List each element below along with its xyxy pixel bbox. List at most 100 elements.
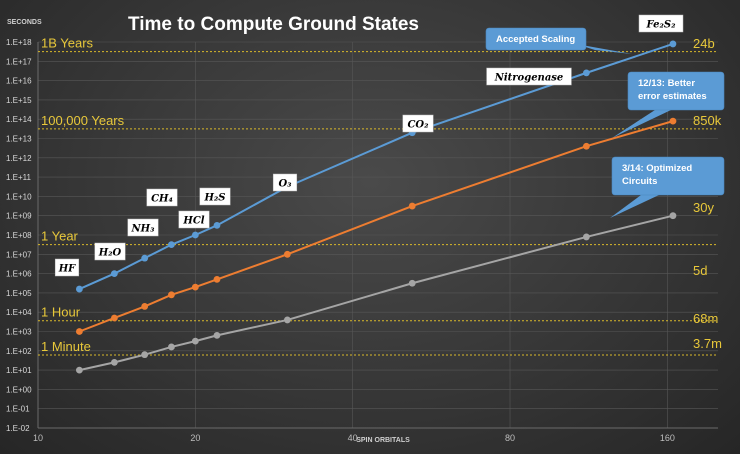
data-point	[191, 337, 199, 345]
data-point	[213, 275, 221, 283]
right-time-label: 30y	[693, 200, 714, 215]
y-tick-label: 1.E+16	[6, 77, 32, 86]
x-tick-label: 20	[190, 433, 200, 443]
callout-text: Circuits	[622, 176, 657, 187]
data-point	[213, 331, 221, 339]
molecule-label-box	[94, 242, 126, 261]
molecule-label-text: CH₄	[151, 194, 173, 205]
molecule-label: O₃	[272, 173, 298, 192]
molecule-label: HF	[54, 258, 80, 277]
data-point	[669, 40, 677, 48]
callout-text: 12/13: Better	[638, 78, 695, 89]
y-tick-label: 1.E+00	[6, 385, 32, 394]
data-point	[141, 303, 149, 310]
data-point	[582, 233, 590, 241]
data-point	[191, 231, 199, 239]
molecule-label: Nitrogenase	[486, 67, 572, 86]
right-time-label: 24b	[693, 36, 715, 51]
y-tick-label: 1.E+12	[6, 154, 32, 163]
y-tick-label: 1.E+09	[6, 212, 32, 221]
series-line	[79, 120, 674, 333]
data-point	[408, 202, 416, 210]
molecule-labels: HF H₂O NH₃ CH₄ HCl H₂S O₃ CO₂ Nitrogenase Fe₂S₂	[54, 14, 684, 277]
data-point	[582, 142, 590, 150]
y-tick-label: 1.E+15	[6, 96, 32, 105]
x-tick-label: 40	[348, 433, 358, 443]
molecule-label: H₂O	[94, 242, 126, 261]
molecule-label-box	[272, 173, 298, 192]
molecule-label: CH₄	[146, 188, 178, 207]
data-point	[75, 285, 83, 293]
molecule-label-text: Nitrogenase	[494, 73, 564, 84]
y-axis-title: SECONDS	[7, 19, 42, 26]
data-point	[141, 254, 149, 262]
molecule-label-text: H₂O	[98, 248, 122, 259]
data-point	[110, 270, 118, 277]
molecule-label-text: CO₂	[407, 120, 429, 131]
data-point	[141, 351, 149, 359]
y-tick-label: 1.E+17	[6, 57, 32, 66]
reference-lines: 1B Years 100,000 Years 1 Year 1 Hour 1 Minut…	[38, 36, 718, 356]
callout: 3/14: Optimized Circuits	[610, 156, 725, 218]
series-line	[79, 214, 674, 372]
right-time-label: 68m	[693, 311, 718, 326]
reference-line-label: 100,000 Years	[41, 113, 125, 128]
right-labels: 24b 850k 30y 5d 68m 3.7m	[693, 36, 722, 351]
callout-text: error estimates	[638, 91, 707, 102]
chart-title: Time to Compute Ground States	[128, 14, 419, 35]
callout-box	[611, 156, 725, 196]
data-point	[283, 250, 291, 258]
molecule-label-text: NH₃	[131, 224, 156, 235]
molecule-label-box	[402, 114, 434, 133]
data-point	[110, 358, 118, 366]
callout-box	[485, 27, 587, 51]
y-tick-label: 1.E-01	[6, 405, 30, 414]
callout: 12/13: Better error estimates	[612, 71, 725, 138]
molecule-label: NH₃	[127, 218, 159, 237]
molecule-label: Fe₂S₂	[638, 14, 684, 33]
y-tick-label: 1.E+06	[6, 270, 32, 279]
molecule-label-text: HCl	[182, 216, 204, 227]
x-tick-label: 160	[660, 433, 675, 443]
data-point	[283, 316, 291, 324]
x-axis-title: SPIN ORBITALS	[356, 437, 410, 444]
callout-pointer	[576, 44, 632, 54]
right-time-label: 850k	[693, 113, 722, 128]
molecule-label-box	[146, 188, 178, 207]
y-tick-label: 1.E+14	[6, 115, 32, 124]
callout-pointer	[610, 195, 659, 218]
y-tick-label: 1.E+11	[6, 173, 32, 182]
reference-line-label: 1B Years	[41, 36, 94, 51]
molecule-label: CO₂	[402, 114, 434, 133]
y-tick-label: 1.E+18	[6, 38, 32, 47]
y-tick-label: 1.E+13	[6, 135, 32, 144]
y-tick-label: 1.E+08	[6, 231, 32, 240]
molecule-label-text: HF	[58, 264, 76, 275]
data-point	[75, 328, 83, 335]
molecule-label-box	[54, 258, 80, 277]
x-tick-label: 10	[33, 433, 43, 443]
molecule-label-box	[638, 14, 684, 33]
molecule-label-box	[178, 210, 210, 229]
callout-pointer	[612, 110, 671, 138]
data-point	[213, 221, 221, 229]
data-point	[168, 241, 175, 249]
data-point	[110, 314, 118, 322]
data-point	[191, 283, 199, 291]
y-tick-label: 1.E+04	[6, 308, 32, 317]
y-tick-label: 1.E+01	[6, 366, 32, 375]
reference-line-label: 1 Minute	[41, 339, 91, 354]
right-time-label: 5d	[693, 263, 707, 278]
reference-line-label: 1 Hour	[41, 305, 81, 320]
molecule-label: H₂S	[199, 187, 231, 206]
data-point	[582, 69, 590, 77]
callout-box	[627, 71, 725, 111]
x-tick-label: 80	[505, 433, 515, 443]
series-group	[75, 40, 677, 374]
callout-text: Accepted Scaling	[496, 34, 575, 45]
data-point	[168, 343, 175, 351]
y-tick-label: 1.E+02	[6, 347, 32, 356]
y-tick-label: 1.E+07	[6, 250, 32, 259]
